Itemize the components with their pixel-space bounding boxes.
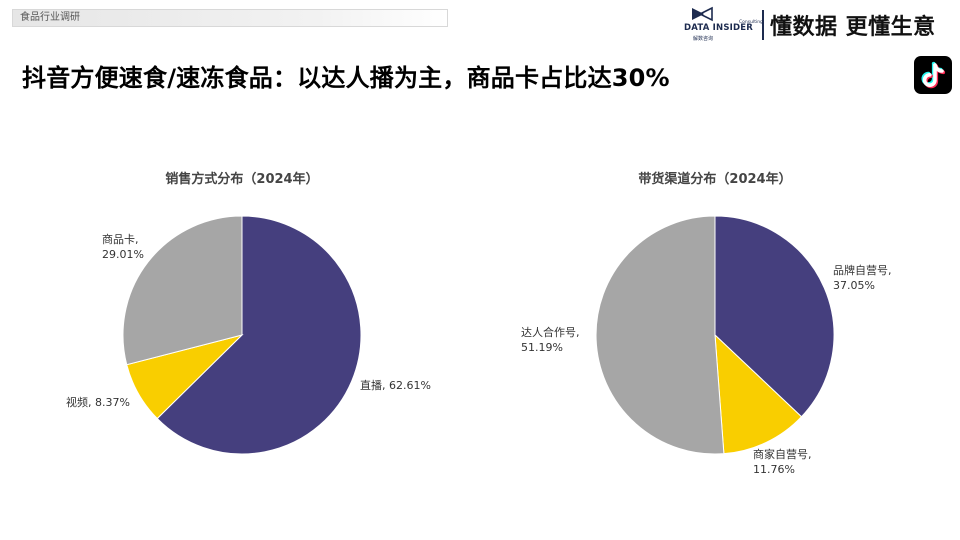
slice-name: 商家自营号, [753, 448, 812, 461]
chart-title: 销售方式分布（2024年） [165, 172, 319, 187]
slice-name: 直播, [360, 379, 386, 392]
brand-divider [762, 10, 764, 40]
slice-value: 8.37% [95, 396, 130, 409]
slice-name: 商品卡, [102, 233, 139, 246]
slice-label-1: 视频, 8.37% [66, 395, 130, 410]
slice-name: 品牌自营号, [833, 264, 892, 277]
pie-slice-0 [156, 215, 362, 455]
brand-logo: DATA INSIDER 解数咨询 Consulting 懂数据 更懂生意 [684, 6, 954, 44]
pie-slice-0 [714, 215, 835, 418]
brand-consulting: Consulting [739, 20, 763, 25]
pie-svg [595, 215, 835, 455]
pie-svg [122, 215, 362, 455]
slice-value: 37.05% [833, 279, 875, 292]
slice-name: 达人合作号, [521, 326, 580, 339]
slice-label-2: 达人合作号, 51.19% [521, 325, 580, 355]
brand-cn-name: 解数咨询 [693, 36, 714, 42]
slice-value: 51.19% [521, 341, 563, 354]
sales-method-pie-chart: 销售方式分布（2024年） 直播, 62.61% 视频, 8.37% 商品卡, 29.… [2, 160, 482, 520]
slice-label-2: 商品卡, 29.01% [102, 232, 144, 262]
pie-slice-1 [714, 333, 803, 455]
bowtie-icon [692, 6, 713, 22]
slice-label-1: 商家自营号, 11.76% [753, 447, 812, 477]
brand-name: DATA INSIDER [684, 23, 754, 33]
slice-value: 11.76% [753, 463, 795, 476]
page-title: 抖音方便速食/速冻食品：以达人播为主，商品卡占比达30% [22, 64, 670, 92]
slice-value: 62.61% [389, 379, 431, 392]
slice-label-0: 直播, 62.61% [360, 378, 431, 393]
pie-slice-2 [122, 215, 243, 366]
slice-name: 视频, [66, 396, 92, 409]
sales-channel-pie-chart: 带货渠道分布（2024年） 品牌自营号, 37.05% 商家自营号, 11.76% 达人… [475, 160, 955, 520]
slice-label-0: 品牌自营号, 37.05% [833, 263, 892, 293]
data-insider-logo: DATA INSIDER 解数咨询 Consulting [684, 6, 763, 42]
slice-value: 29.01% [102, 248, 144, 261]
pie-slice-2 [595, 215, 725, 455]
brand-slogan: 懂数据 更懂生意 [770, 15, 936, 40]
section-tag: 食品行业调研 [12, 9, 448, 27]
chart-title: 带货渠道分布（2024年） [638, 172, 792, 187]
tiktok-icon [914, 56, 952, 94]
